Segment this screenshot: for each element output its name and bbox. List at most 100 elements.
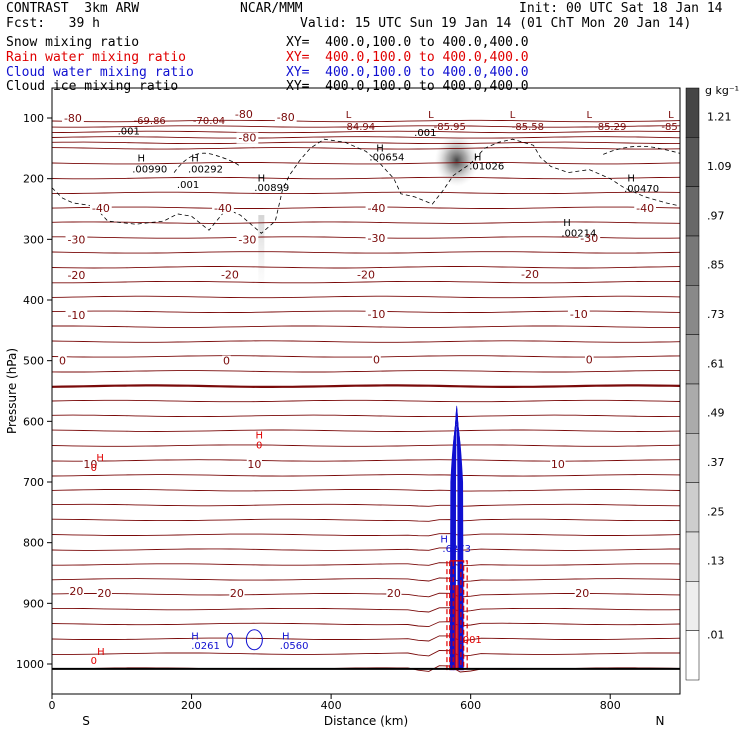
- isotherm-contour: [52, 141, 680, 145]
- extremum-value-label: -85.95: [434, 122, 466, 133]
- isotherm-label-bg: [62, 113, 84, 125]
- extremum-marker: H: [138, 154, 146, 165]
- extremum-marker: H: [627, 174, 635, 185]
- extremum-marker: L: [510, 110, 516, 121]
- isotherm-contour: [52, 503, 680, 507]
- isotherm-label: -20: [67, 269, 85, 282]
- extremum-value-label: -85.29: [594, 122, 626, 133]
- extremum-marker: H: [255, 430, 263, 441]
- isotherm-contour: [52, 384, 680, 388]
- colorbar-label: 1.09: [707, 160, 732, 173]
- colorbar-segment: [685, 186, 700, 237]
- x-axis-label: Distance (km): [324, 714, 408, 728]
- colorbar-label: .73: [707, 308, 725, 321]
- isotherm-label: 0: [586, 353, 593, 366]
- isotherm-label-bg: [574, 588, 590, 600]
- extremum-marker: H: [96, 453, 104, 464]
- isotherm-label: -40: [367, 202, 385, 215]
- isotherm-label-bg: [236, 132, 259, 144]
- isotherm-contour: [52, 489, 680, 492]
- isotherm-label: -30: [580, 232, 598, 245]
- isotherm-label-bg: [96, 588, 112, 600]
- isotherm-label-bg: [65, 310, 88, 322]
- coastline-outline: [52, 138, 680, 234]
- y-tick-label: 300: [23, 233, 44, 246]
- extremum-marker: L: [346, 110, 352, 121]
- isotherm-label-bg: [365, 233, 388, 245]
- extremum-value-label: .001: [460, 635, 482, 646]
- init-time: Init: 00 UTC Sat 18 Jan 14: [519, 1, 723, 16]
- extremum-marker: L: [586, 110, 592, 121]
- colorbar-unit-label: g kg⁻¹: [705, 84, 739, 97]
- extremum-value-label: -69.86: [134, 116, 166, 127]
- isotherm-contour: [52, 162, 680, 165]
- extremum-value-label: .00214: [561, 228, 596, 239]
- extremum-value-label: .00899: [254, 183, 289, 194]
- y-tick-label: 100: [23, 112, 44, 125]
- legend-snow-xy: XY= 400.0,100.0 to 400.0,400.0: [286, 35, 529, 50]
- isotherm-label-bg: [89, 202, 112, 214]
- extremum-marker: 0: [91, 656, 97, 667]
- isotherm-label: 20: [69, 585, 83, 598]
- y-tick-label: 900: [23, 597, 44, 610]
- legend-cloud-water-label: Cloud water mixing ratio: [6, 65, 194, 80]
- cloud-water-contour: [226, 632, 234, 648]
- extremum-value-label: -70.04: [193, 116, 225, 127]
- colorbar-label: .97: [707, 209, 725, 222]
- isotherm-label: -30: [67, 233, 85, 246]
- x-tick-label: 600: [460, 699, 481, 712]
- snow-mixing-ratio-shading: [434, 134, 479, 187]
- extremum-marker: H: [258, 174, 266, 185]
- colorbar-segment: [685, 630, 700, 681]
- colorbar-segment: [685, 433, 700, 483]
- isotherm-label: -10: [367, 308, 385, 321]
- extremum-value-label: -85: [661, 122, 677, 133]
- extremum-value-label: -84.94: [343, 122, 375, 133]
- colorbar-label: .25: [707, 505, 725, 518]
- forecast-hour: Fcst: 39 h: [6, 16, 100, 31]
- colorbar-segment: [685, 531, 700, 582]
- isotherm-label: -40: [636, 202, 654, 215]
- colorbar-label: .49: [707, 407, 725, 420]
- isotherm-label-bg: [236, 234, 259, 246]
- isotherm-label: 10: [551, 458, 565, 471]
- isotherm-label: -20: [221, 269, 239, 282]
- isotherm-label-bg: [584, 354, 594, 366]
- isotherm-label: -10: [67, 309, 85, 322]
- colorbar-segment: [685, 285, 700, 335]
- isotherm-contour: [52, 399, 680, 403]
- extremum-value-label: .0560: [280, 641, 309, 652]
- extremum-value-label: .00990: [132, 165, 167, 176]
- isotherm-label: 20: [97, 587, 111, 600]
- isotherm-label-bg: [519, 268, 541, 280]
- isotherm-label-bg: [372, 354, 381, 366]
- isotherm-contour: [52, 635, 680, 642]
- isotherm-label: -80: [64, 112, 82, 125]
- isotherm-contour: [52, 280, 680, 284]
- extremum-value-label: .001: [177, 180, 199, 191]
- isotherm-label-bg: [355, 269, 377, 281]
- isotherm-contour: [52, 266, 680, 269]
- endpoint-label-south: S: [82, 714, 90, 728]
- colorbar-segment: [685, 137, 700, 187]
- chart-title: CONTRAST 3km ARW: [6, 1, 140, 16]
- isotherm-label: 10: [83, 458, 97, 471]
- extremum-marker: H: [474, 152, 482, 163]
- isotherm-label-bg: [365, 308, 388, 320]
- isotherm-label: 20: [387, 587, 401, 600]
- isotherm-label-bg: [386, 588, 402, 600]
- isotherm-contour: [52, 533, 680, 537]
- colorbar-segment: [685, 581, 700, 631]
- y-tick-label: 400: [23, 294, 44, 307]
- plot-frame: [51, 87, 681, 695]
- colorbar-segment: [685, 334, 700, 385]
- x-tick-label: 800: [600, 699, 621, 712]
- extremum-value-label: .6273: [442, 544, 471, 555]
- isotherm-contour: [52, 518, 680, 522]
- isotherm-contour: [52, 474, 680, 477]
- extremum-value-label: .001: [118, 126, 140, 137]
- colorbar-segment: [685, 383, 700, 434]
- y-tick-label: 700: [23, 476, 44, 489]
- legend-cloud-water-xy: XY= 400.0,100.0 to 400.0,400.0: [286, 65, 529, 80]
